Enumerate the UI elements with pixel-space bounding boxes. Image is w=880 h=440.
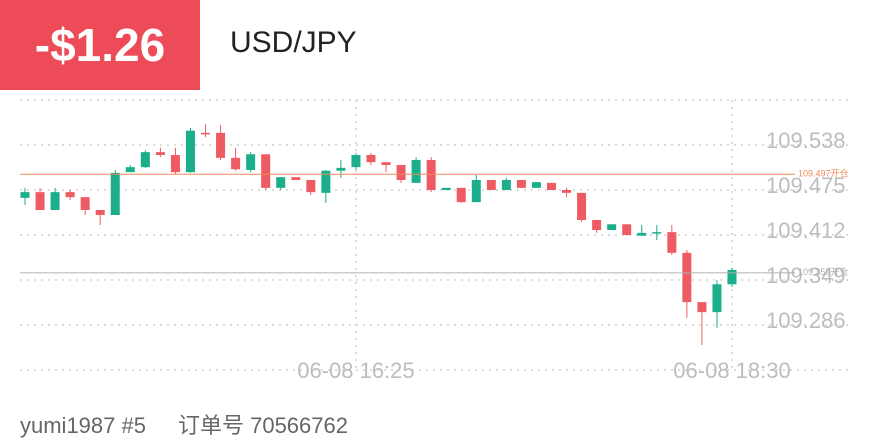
pnl-badge: -$1.26 xyxy=(0,0,200,90)
candle-body xyxy=(652,232,662,234)
candle-body xyxy=(516,180,526,188)
candle-body xyxy=(667,232,677,253)
candle-body xyxy=(291,177,301,180)
x-tick-label: 06-08 16:25 xyxy=(297,358,414,383)
y-tick-label: 109.286 xyxy=(766,308,846,333)
candle-body xyxy=(65,192,75,198)
candle-body xyxy=(50,192,60,210)
y-tick-label: 109.349 xyxy=(766,263,846,288)
candle-body xyxy=(140,152,150,168)
symbol: USD/JPY xyxy=(230,26,357,59)
candle-body xyxy=(155,152,165,155)
candle-body xyxy=(697,302,707,313)
candle-body xyxy=(381,162,391,165)
candle-body xyxy=(411,160,421,183)
candle-body xyxy=(80,197,90,210)
candle-body xyxy=(170,155,180,173)
candle-body xyxy=(201,132,211,135)
candle-body xyxy=(546,182,556,190)
candle-body xyxy=(216,132,226,158)
candle-body xyxy=(125,167,135,173)
chart: 109.286 109.349 109.412 109.475 109.538 06-08… xyxy=(20,99,850,383)
candle-body xyxy=(95,210,105,215)
y-tick-label: 109.475 xyxy=(766,173,846,198)
y-tick-label: 109.538 xyxy=(766,128,846,153)
candle-body xyxy=(20,192,30,198)
order-number: 订单号 70566762 xyxy=(177,413,348,438)
y-tick-label: 109.412 xyxy=(766,218,846,243)
x-tick-label: 06-08 18:30 xyxy=(673,358,790,383)
candle-body xyxy=(321,170,331,193)
candle-body xyxy=(486,180,496,190)
candle-body xyxy=(577,192,587,220)
candle-body xyxy=(622,224,632,235)
candle-body xyxy=(336,167,346,171)
candle-body xyxy=(276,177,286,188)
candle-body xyxy=(456,187,466,203)
footer: yumi1987 #5 订单号 70566762 xyxy=(20,408,380,440)
user: yumi1987 #5 xyxy=(20,413,146,438)
candle-body xyxy=(396,165,406,180)
candle-body xyxy=(531,182,541,188)
candle-body xyxy=(637,232,647,236)
candle-body xyxy=(712,284,722,313)
candle-body xyxy=(501,180,511,190)
candle-body xyxy=(261,154,271,188)
candle-body xyxy=(562,190,572,193)
candle-body xyxy=(110,172,120,215)
position-label: 109.359开仓 xyxy=(798,266,849,277)
candle-body xyxy=(426,160,436,190)
candle-body xyxy=(185,130,195,173)
candle-body xyxy=(306,180,316,193)
candle-body xyxy=(592,220,602,230)
candle-body xyxy=(366,155,376,163)
candle-body xyxy=(231,157,241,170)
candle-body xyxy=(607,224,617,230)
candle-body xyxy=(441,187,451,190)
candle-body xyxy=(727,270,737,285)
candle-body xyxy=(471,180,481,203)
position-label: 109.497开仓 xyxy=(798,168,849,179)
candle-body xyxy=(35,192,45,210)
candle-body xyxy=(682,252,692,303)
candle-body xyxy=(351,155,361,168)
candle-body xyxy=(246,154,256,170)
